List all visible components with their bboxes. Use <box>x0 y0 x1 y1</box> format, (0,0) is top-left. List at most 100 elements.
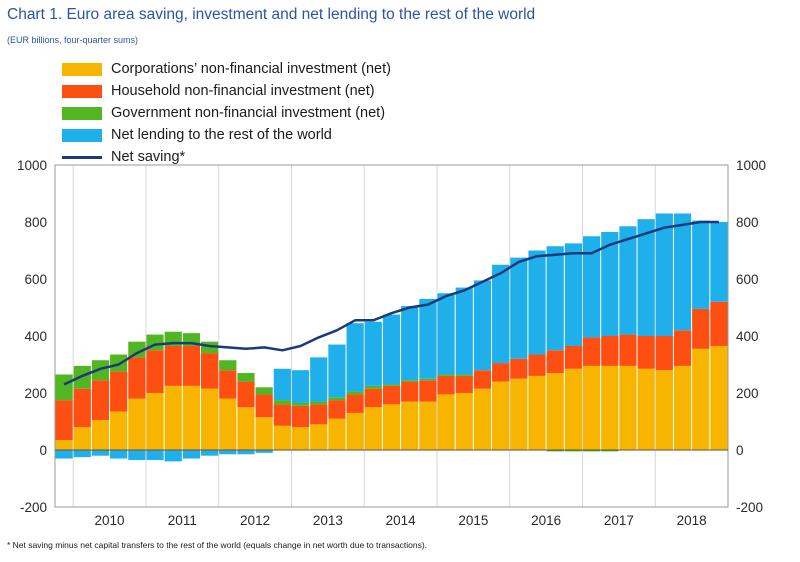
x-year-label: 2014 <box>386 513 417 528</box>
bar-segment-net_lending <box>582 236 601 338</box>
bar-segment-net_lending <box>510 257 528 359</box>
bar-segment-household <box>619 334 637 366</box>
bar-segment-government <box>310 401 328 405</box>
bar-segment-corp <box>146 393 164 450</box>
x-year-label: 2012 <box>240 513 270 528</box>
y-tick-label-right: 800 <box>736 215 759 230</box>
bar-segment-corp <box>419 401 437 450</box>
y-tick-label-right: 200 <box>736 386 759 401</box>
bar-segment-corp <box>328 418 346 450</box>
bar-segment-corp <box>219 398 237 450</box>
x-year-label: 2016 <box>531 513 561 528</box>
chart-subtitle: (EUR billions, four-quarter sums) <box>7 35 139 45</box>
bar-segment-household <box>492 363 510 382</box>
bar-segment-household <box>128 357 146 399</box>
bar-segment-net_lending <box>328 344 346 398</box>
bar-segment-net_lending <box>619 226 637 335</box>
bar-segment-household <box>328 400 346 419</box>
bar-segment-net_lending <box>201 450 219 456</box>
bar-segment-household <box>346 394 364 413</box>
plot-frame <box>54 164 729 508</box>
bar-segment-household <box>55 400 73 441</box>
bar-segment-government <box>382 384 401 386</box>
bar-segment-household <box>219 370 237 399</box>
x-year-label: 2018 <box>677 513 707 528</box>
legend-label-net-lending: Net lending to the rest of the world <box>111 127 332 143</box>
bar-segment-corp <box>55 440 73 450</box>
bar-segment-household <box>637 336 655 369</box>
bar-segment-corp <box>601 365 619 450</box>
bar-segment-net_lending <box>673 213 692 331</box>
bar-segment-net_lending <box>164 450 182 462</box>
bar-segment-government <box>437 374 455 376</box>
bar-segment-household <box>273 404 291 426</box>
y-tick-label-right: 0 <box>736 443 744 458</box>
chart-legend: Corporations’ non-financial investment (… <box>62 58 391 168</box>
bar-segment-net_lending <box>255 450 273 453</box>
bar-segment-corp <box>673 365 692 450</box>
x-year-label: 2013 <box>313 513 343 528</box>
bar-segment-government <box>564 450 582 452</box>
bar-segment-corp <box>255 417 273 450</box>
bar-segment-net_lending <box>564 243 582 346</box>
bar-segment-net_lending <box>128 450 146 460</box>
y-tick-label-right: 600 <box>736 272 759 287</box>
bar-segment-corp <box>110 411 128 450</box>
bar-segment-net_lending <box>601 231 619 336</box>
bar-segment-household <box>473 370 492 389</box>
bar-segment-corp <box>710 345 728 450</box>
bar-segment-net_lending <box>73 450 91 458</box>
bar-segment-household <box>237 381 255 408</box>
bar-segment-corp <box>637 368 655 450</box>
bar-segment-corp <box>164 385 182 450</box>
bar-segment-corp <box>128 398 146 450</box>
legend-label-government: Government non-financial investment (net… <box>111 105 386 121</box>
y-tick-label-left: 600 <box>24 272 47 287</box>
bar-segment-corp <box>437 394 455 450</box>
bar-segment-net_lending <box>401 306 419 381</box>
bar-segment-corp <box>492 381 510 450</box>
bar-segment-household <box>419 380 437 402</box>
y-tick-label-left: 400 <box>24 329 47 344</box>
bar-segment-government <box>546 450 564 452</box>
bar-segment-net_lending <box>364 321 382 386</box>
bar-segment-corp <box>182 385 201 450</box>
bar-segment-government <box>201 341 219 354</box>
bar-segment-government <box>364 385 382 389</box>
bar-segment-net_lending <box>692 220 710 309</box>
bar-segment-corp <box>273 425 291 450</box>
bar-segment-corp <box>201 388 219 450</box>
legend-item-households: Household non-financial investment (net) <box>62 80 391 102</box>
bar-segment-government <box>455 374 473 376</box>
y-tick-label-right: 400 <box>736 329 759 344</box>
bar-segment-government <box>273 400 291 405</box>
bar-segment-household <box>201 353 219 389</box>
bar-segment-corp <box>692 348 710 450</box>
legend-item-net-saving: Net saving* <box>62 146 391 168</box>
legend-swatch-net-lending <box>62 128 102 142</box>
bar-segment-net_lending <box>110 450 128 459</box>
bar-segment-corp <box>291 427 310 450</box>
bar-segment-household <box>364 388 382 408</box>
legend-item-net-lending: Net lending to the rest of the world <box>62 124 391 146</box>
bar-segment-government <box>291 402 310 406</box>
bar-segment-household <box>510 358 528 379</box>
bar-segment-household <box>164 345 182 386</box>
y-tick-label-left: 200 <box>24 386 47 401</box>
bar-segment-corp <box>73 427 91 450</box>
bar-segment-government <box>91 360 110 381</box>
bar-segment-net_lending <box>146 450 164 460</box>
bar-segment-corp <box>528 375 546 450</box>
bar-segment-net_lending <box>291 370 310 403</box>
y-tick-label-left: 1000 <box>17 158 47 173</box>
chart-footnote: * Net saving minus net capital transfers… <box>7 540 428 550</box>
bar-segment-net_lending <box>346 323 364 392</box>
bar-segment-household <box>546 350 564 374</box>
bar-segment-household <box>182 345 201 386</box>
bar-segment-household <box>291 405 310 428</box>
bar-segment-household <box>73 388 91 428</box>
bar-segment-household <box>710 301 728 346</box>
bar-segment-corp <box>655 370 673 450</box>
bar-segment-government <box>255 387 273 395</box>
